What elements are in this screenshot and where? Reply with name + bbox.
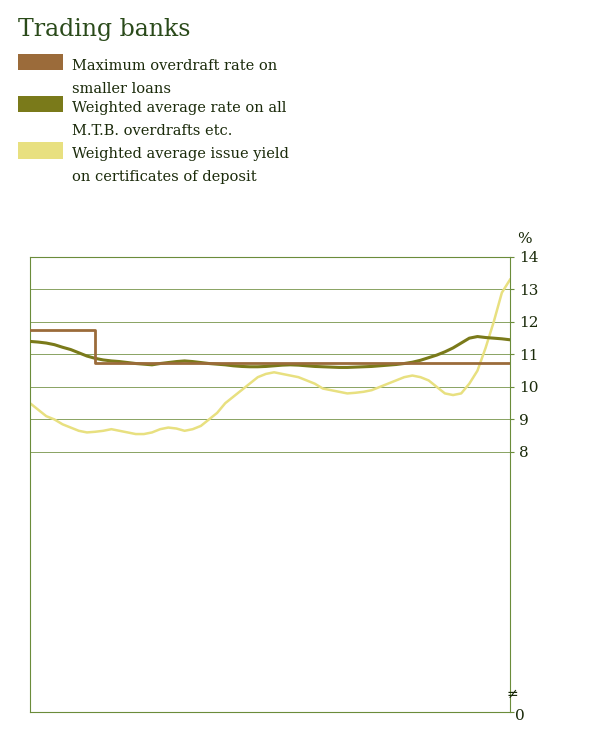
Text: Trading banks: Trading banks [18, 18, 191, 41]
Text: Weighted average issue yield: Weighted average issue yield [72, 147, 289, 161]
Text: ≠: ≠ [507, 686, 518, 701]
Text: %: % [517, 232, 532, 246]
Text: on certificates of deposit: on certificates of deposit [72, 170, 257, 184]
Text: Maximum overdraft rate on: Maximum overdraft rate on [72, 59, 277, 73]
Text: Weighted average rate on all: Weighted average rate on all [72, 101, 286, 115]
Text: smaller loans: smaller loans [72, 82, 171, 96]
Text: 0: 0 [515, 708, 524, 723]
Text: M.T.B. overdrafts etc.: M.T.B. overdrafts etc. [72, 124, 232, 138]
